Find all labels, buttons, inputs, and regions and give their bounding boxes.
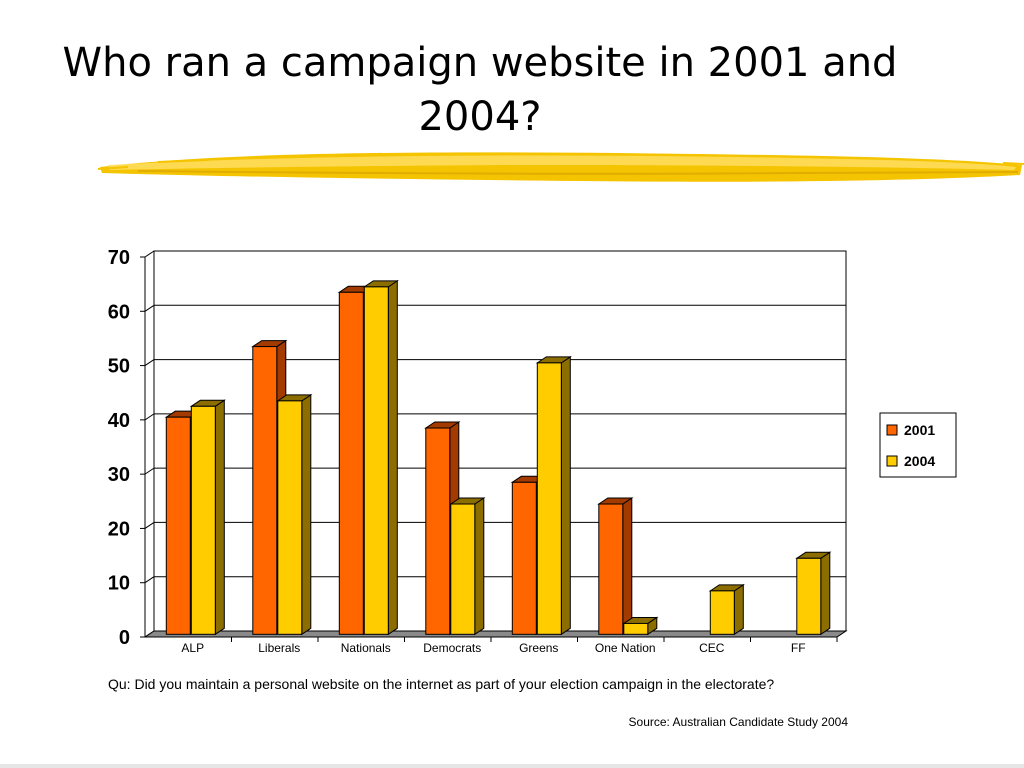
survey-question: Qu: Did you maintain a personal website … [108,676,775,692]
bar-2004-Nationals [363,286,389,635]
bar-side-2004-ALP [214,399,225,636]
bar-side-2004-Greens [560,355,571,636]
bar-2004-Liberals [277,400,303,635]
gridline-depth [144,576,155,584]
bar-2004-One Nation [623,622,649,635]
y-tick-label: 0 [119,627,130,649]
x-tick-label: Democrats [423,641,481,655]
bar-2001-Nationals [338,291,364,635]
legend-swatch-2001 [886,424,898,436]
legend-label-2004: 2004 [904,453,935,469]
bar-2001-Greens [511,481,537,635]
gridline-depth [144,304,155,312]
legend: 2001 2004 [879,412,957,478]
axes [140,256,838,642]
gridline-depth [144,467,155,475]
gridlines [144,250,847,638]
slide-title: Who ran a campaign website in 2001 and 2… [62,40,898,140]
bar-side-2004-Liberals [301,393,312,636]
source-note: Source: Australian Candidate Study 2004 [628,715,848,729]
bar-2001-Democrats [425,427,451,635]
x-tick-label: FF [791,641,806,655]
x-tick-label: Liberals [258,641,300,655]
y-tick-label: 10 [108,573,130,595]
bar-2001-ALP [165,416,191,635]
chart-floor-plane [143,630,848,638]
y-tick-label: 20 [108,518,130,540]
x-tick-labels: ALP Liberals Nationals Democrats Greens One N… [181,641,805,655]
bar-side-2001-One Nation [622,497,633,636]
bar-side-2004-FF [820,551,831,636]
bar-2004-Greens [536,362,562,635]
bar-2004-Democrats [450,503,476,635]
y-tick-labels: 0 10 20 30 40 50 60 70 [108,247,130,649]
x-tick-label: One Nation [595,641,656,655]
bar-2004-FF [796,557,822,635]
x-tick-label: CEC [699,641,725,655]
bars [164,279,832,636]
gridline-depth [144,250,155,258]
bar-2004-ALP [190,405,216,635]
legend-swatch-2004 [886,455,898,467]
y-tick-label: 70 [108,247,130,269]
gridline-depth [144,522,155,529]
x-tick-label: ALP [181,641,204,655]
bar-2001-One Nation [598,503,624,635]
gridline-depth [144,413,155,421]
chart-floor [143,630,848,638]
brush-stroke-decoration [98,152,1024,182]
x-tick-label: Greens [519,641,558,655]
y-tick-label: 40 [108,410,130,432]
bar-side-2004-CEC [733,583,744,636]
bar-2001-Liberals [252,346,278,635]
y-tick-label: 30 [108,464,130,486]
y-tick-label: 60 [108,301,130,323]
x-tick-label: Nationals [341,641,391,655]
bar-2004-CEC [709,590,735,635]
footer-divider [0,764,1024,768]
legend-label-2001: 2001 [904,422,935,438]
y-tick-label: 50 [108,356,130,378]
gridline-depth [144,359,155,366]
bar-side-2004-Democrats [474,497,485,636]
bar-side-2004-Nationals [387,279,398,636]
